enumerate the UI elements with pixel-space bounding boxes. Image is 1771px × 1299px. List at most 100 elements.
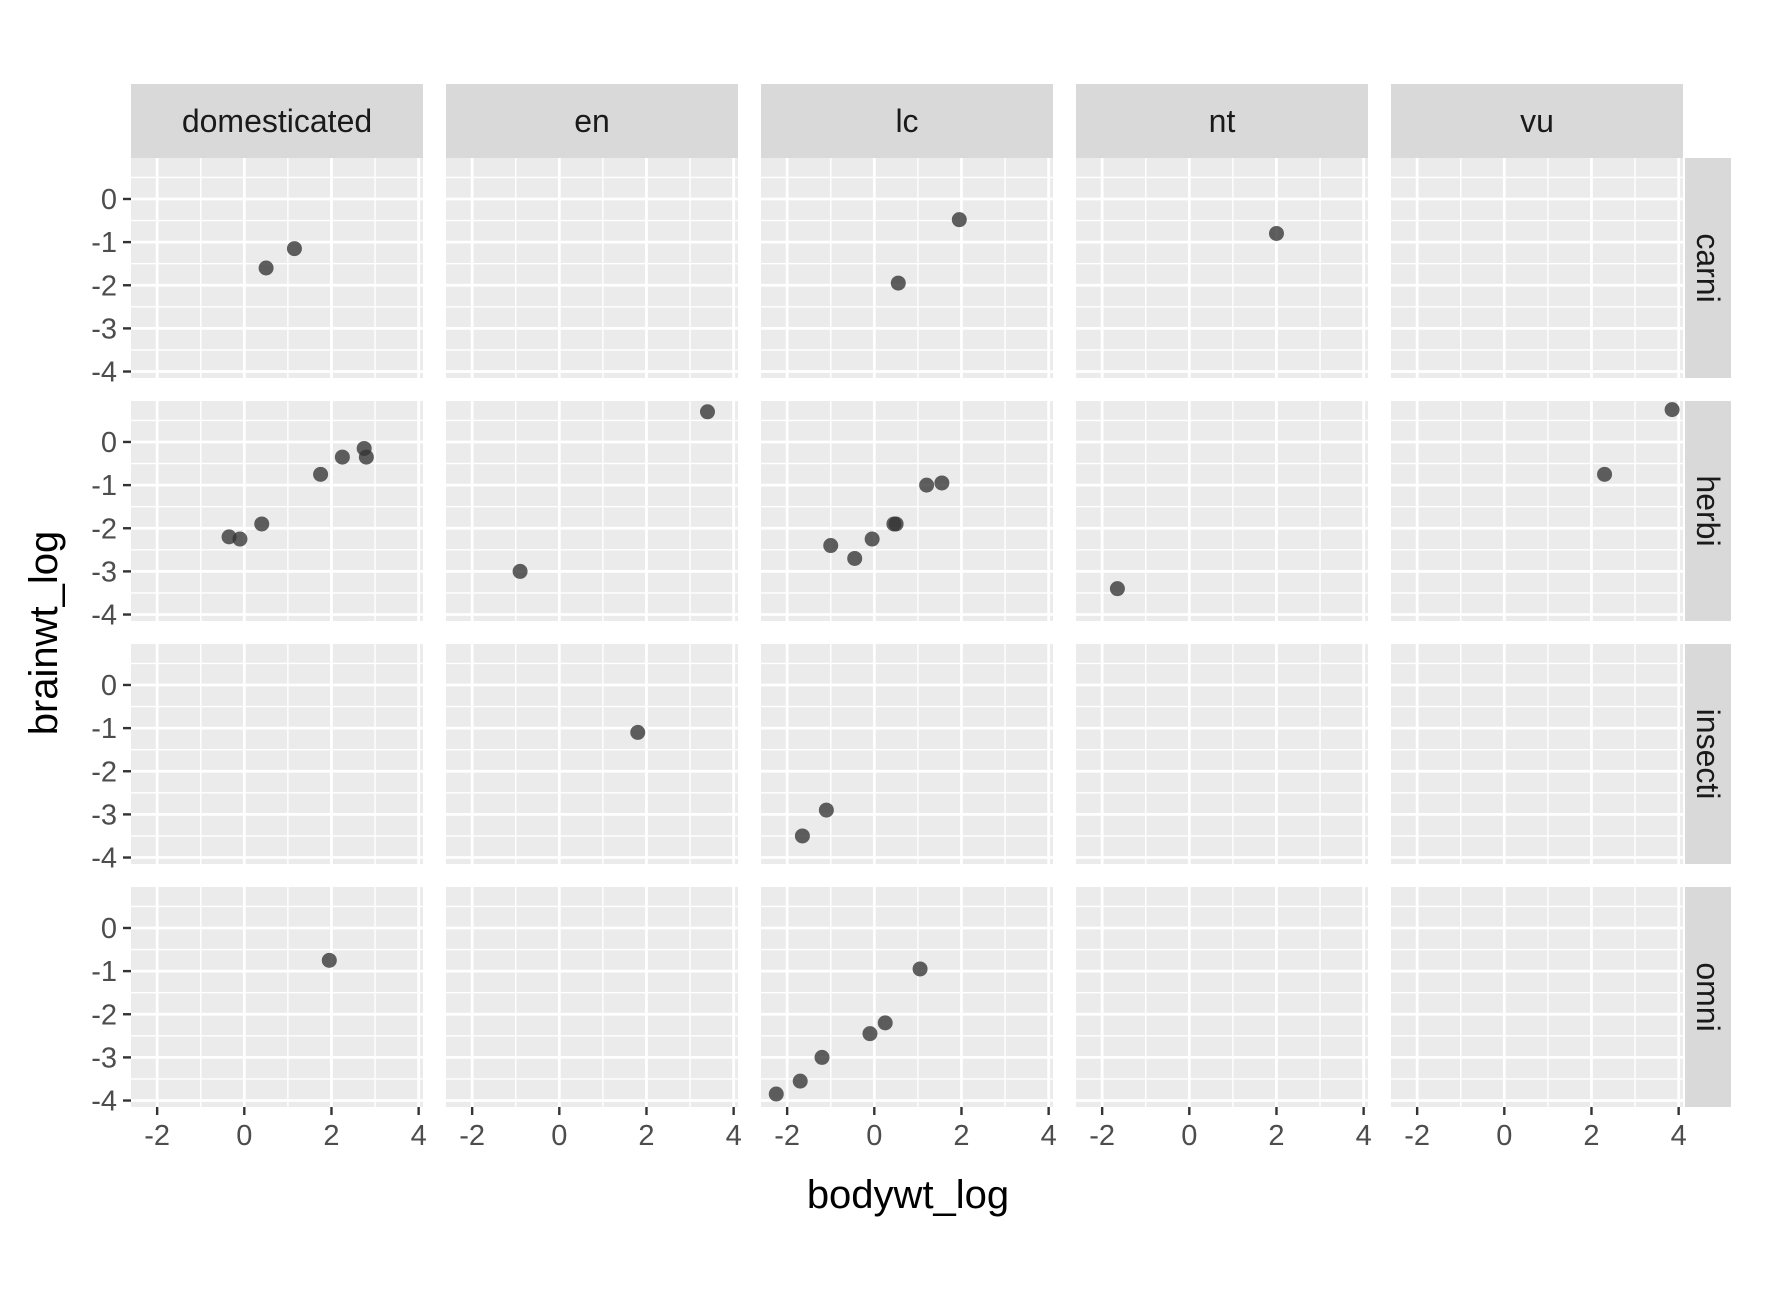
panel-background [1391, 887, 1683, 1107]
column-strip-label: vu [1520, 103, 1554, 139]
row-strip-label: insecti [1690, 709, 1726, 800]
data-point [334, 449, 350, 465]
panel-background [1076, 401, 1368, 621]
column-strip-vu: vu [1391, 84, 1683, 158]
x-tick-label: -2 [1404, 1120, 1430, 1152]
row-strip-insecti: insecti [1685, 644, 1731, 864]
facet-panel-carni-vu [1391, 158, 1683, 378]
row-strips: carni herbi insecti omni [1685, 158, 1731, 1107]
panel-background [1076, 887, 1368, 1107]
panel-background [1076, 644, 1368, 864]
panel-background [446, 644, 738, 864]
x-tick-label: 4 [1671, 1120, 1687, 1152]
data-point [912, 961, 928, 977]
panel-background [131, 401, 423, 621]
y-tick-label: -1 [91, 227, 117, 259]
data-point [512, 563, 528, 579]
data-point [792, 1073, 808, 1089]
strip-background [1685, 158, 1731, 378]
panel-background [131, 158, 423, 378]
row-strip-herbi: herbi [1685, 401, 1731, 621]
panel-background [761, 644, 1053, 864]
panel-background [446, 401, 738, 621]
column-strips: domesticated en lc nt vu [131, 84, 1683, 158]
facet-panel-omni-lc [761, 887, 1053, 1107]
strip-background [1391, 84, 1683, 158]
facet-panel-insecti-nt [1076, 644, 1368, 864]
y-axes: 0 -1 -2 -3 -4 0 -1 -2 -3 -4 0 -1 -2 -3 -4 0 -1 -2 -3 -4 [91, 184, 131, 1118]
facet-panel-omni-domesticated [131, 887, 423, 1107]
x-tick-label: 0 [551, 1120, 567, 1152]
y-tick-label: 0 [101, 913, 117, 945]
x-tick-label: -2 [774, 1120, 800, 1152]
y-tick-label: -2 [91, 513, 117, 545]
row-strip-carni: carni [1685, 158, 1731, 378]
data-point [1597, 466, 1613, 482]
row-strip-omni: omni [1685, 887, 1731, 1107]
data-point [768, 1086, 784, 1102]
panel-background [761, 401, 1053, 621]
data-point [794, 828, 810, 844]
y-tick-label: -2 [91, 270, 117, 302]
column-strip-label: nt [1209, 103, 1236, 139]
x-tick-label: -2 [459, 1120, 485, 1152]
y-tick-label: -2 [91, 756, 117, 788]
data-point [699, 404, 715, 420]
y-tick-label: 0 [101, 427, 117, 459]
data-point [232, 531, 248, 547]
data-point [864, 531, 880, 547]
panel-background [131, 644, 423, 864]
facet-panel-omni-en [446, 887, 738, 1107]
data-point [951, 212, 967, 228]
facet-panel-insecti-en [446, 644, 738, 864]
x-axes: -2 0 2 4 -2 0 2 4 -2 0 2 4 -2 0 2 4 -2 0 2 4 [144, 1107, 1687, 1152]
x-tick-label: 4 [1041, 1120, 1057, 1152]
data-point [934, 475, 950, 491]
y-tick-label: -3 [91, 1042, 117, 1074]
data-point [877, 1015, 893, 1031]
row-strip-label: carni [1690, 233, 1726, 302]
panel-background [131, 887, 423, 1107]
facet-panel-herbi-vu [1391, 401, 1683, 621]
facet-panel-herbi-lc [761, 401, 1053, 621]
facet-panel-insecti-domesticated [131, 644, 423, 864]
x-tick-label: -2 [1089, 1120, 1115, 1152]
facet-panel-omni-nt [1076, 887, 1368, 1107]
x-tick-label: 2 [323, 1120, 339, 1152]
facet-panel-herbi-domesticated [131, 401, 423, 621]
y-tick-label: -4 [91, 600, 117, 632]
strip-background [446, 84, 738, 158]
data-point [814, 1049, 830, 1065]
y-tick-label: 0 [101, 184, 117, 216]
data-point [321, 952, 337, 968]
panel-background [1391, 644, 1683, 864]
data-point [919, 477, 935, 493]
facet-panel-carni-nt [1076, 158, 1368, 378]
facet-panel-herbi-nt [1076, 401, 1368, 621]
panel-background [761, 887, 1053, 1107]
y-tick-label: -1 [91, 956, 117, 988]
y-tick-label: 0 [101, 670, 117, 702]
data-point [1664, 402, 1680, 418]
y-tick-label: -2 [91, 999, 117, 1031]
column-strip-domesticated: domesticated [131, 84, 423, 158]
y-tick-label: -4 [91, 1086, 117, 1118]
y-tick-label: -3 [91, 799, 117, 831]
panel-background [1391, 401, 1683, 621]
strip-background [1685, 401, 1731, 621]
strip-background [1076, 84, 1368, 158]
facet-panel-insecti-lc [761, 644, 1053, 864]
facet-panel-herbi-en [446, 401, 738, 621]
data-point [313, 466, 329, 482]
data-point [823, 538, 839, 554]
data-point [888, 516, 904, 532]
x-tick-label: 2 [1268, 1120, 1284, 1152]
column-strip-lc: lc [761, 84, 1053, 158]
y-tick-label: -3 [91, 313, 117, 345]
row-strip-label: herbi [1690, 475, 1726, 546]
data-point [254, 516, 270, 532]
data-point [258, 260, 274, 276]
data-point [890, 275, 906, 291]
data-point [862, 1026, 878, 1042]
